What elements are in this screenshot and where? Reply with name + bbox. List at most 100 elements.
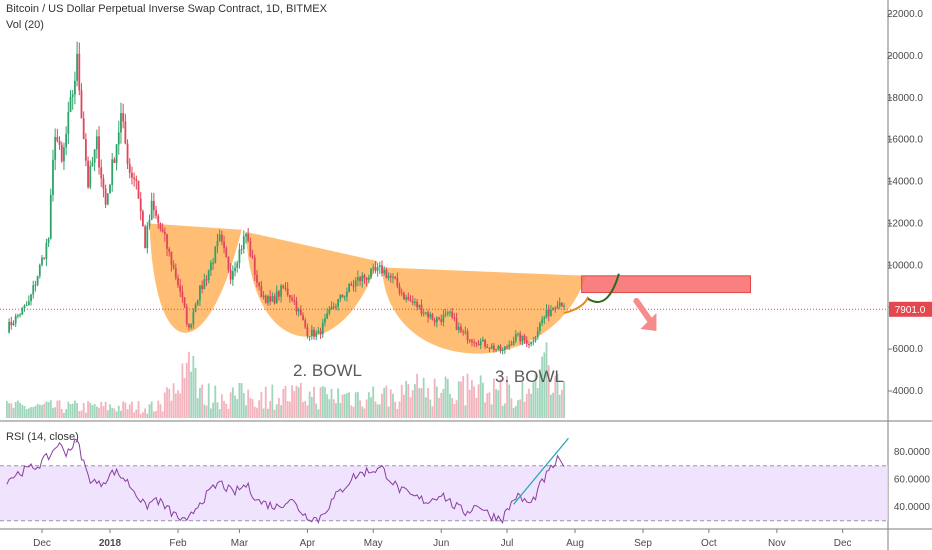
candle-body [80, 90, 83, 119]
handle-curve-green [587, 273, 620, 303]
candle-body [361, 275, 364, 281]
volume-bar [275, 404, 278, 418]
candle-body [376, 266, 379, 271]
candle-body [532, 340, 535, 343]
candle-body [210, 262, 212, 271]
candle-body [229, 269, 232, 280]
volume-bar [343, 394, 346, 418]
volume-bar [348, 392, 350, 418]
candle-body [223, 241, 225, 249]
candle-body [21, 308, 24, 315]
rsi-trendline [513, 437, 569, 505]
candle-body [273, 296, 276, 304]
volume-bar [560, 389, 563, 418]
volume-bar [536, 388, 539, 418]
volume-bar [288, 401, 291, 418]
candle-body [319, 331, 322, 335]
candle-body [142, 211, 144, 227]
candle-body [431, 314, 434, 320]
candle-body [400, 292, 403, 294]
volume-bar [174, 393, 177, 418]
time-tick-label: Jun [433, 538, 449, 549]
volume-bar [383, 388, 386, 418]
candle-body [139, 198, 142, 212]
volume-bar [220, 394, 223, 418]
volume-bar [442, 388, 445, 418]
candle-body [418, 304, 421, 308]
volume-bar [291, 385, 293, 418]
volume-bar [552, 392, 554, 418]
volume-bar [120, 410, 122, 418]
candle-body [306, 327, 309, 337]
volume-bar [539, 369, 541, 418]
candle-body [98, 136, 100, 168]
candle-body [488, 348, 491, 350]
candle-body [245, 234, 247, 237]
candle-body [409, 300, 412, 302]
candle-body [249, 240, 252, 257]
volume-bar [359, 400, 361, 418]
candle-body [453, 317, 456, 319]
time-tick-label: Nov [768, 538, 786, 549]
candle-body [205, 279, 208, 281]
candle-body [16, 315, 19, 317]
volume-bar [82, 402, 85, 418]
volume-bar [78, 411, 81, 418]
rsi-axis[interactable]: 80.0000 60.0000 40.0000 [894, 447, 931, 513]
candle-body [525, 340, 528, 345]
volume-bar [411, 389, 414, 418]
candle-body [25, 305, 28, 307]
candle-body [69, 97, 72, 113]
current-price-badge: 7901.0 [889, 301, 932, 317]
candle-body [510, 344, 513, 346]
candle-body [78, 53, 81, 91]
volume-bar [203, 404, 206, 418]
volume-bar [427, 388, 429, 418]
volume-bar [212, 402, 214, 418]
volume-bar [332, 399, 335, 418]
volume-bar [501, 405, 504, 418]
candle-body [212, 262, 214, 264]
volume-bar [302, 402, 304, 418]
candle-body [530, 342, 533, 345]
volume-bar [21, 404, 24, 418]
price-tick-label: 22000.0 [887, 9, 924, 20]
candle-body [394, 276, 397, 279]
candle-body [269, 296, 272, 302]
candle-body [71, 94, 74, 98]
candle-body [135, 179, 138, 181]
down-arrow-head [640, 312, 657, 331]
volume-bar [517, 400, 519, 418]
volume-bar [499, 379, 502, 418]
candle-body [536, 330, 539, 338]
volume-bar [341, 394, 344, 418]
volume-bar [170, 400, 173, 418]
candle-body [258, 282, 261, 287]
volume-bar [253, 406, 256, 418]
candle-body [455, 318, 458, 330]
candle-body [106, 193, 109, 205]
volume-bar [168, 388, 171, 418]
candle-body [308, 336, 311, 338]
volume-bar [155, 411, 157, 418]
candle-body [63, 147, 65, 162]
volume-bar [438, 397, 440, 418]
volume-bar [473, 386, 476, 418]
candle-body [128, 163, 131, 173]
candle-body [479, 341, 482, 346]
volume-bar [378, 404, 381, 418]
volume-bar [238, 382, 241, 418]
volume-bar [161, 411, 164, 418]
time-axis[interactable]: Dec 2018 Feb Mar Apr May Jun Jul Aug Sep Oct Nov Dec [33, 529, 852, 549]
volume-bar [91, 405, 94, 418]
volume-bar [131, 401, 133, 418]
volume-bar [299, 382, 302, 418]
candles [8, 41, 565, 355]
volume-bar [25, 409, 28, 418]
volume-bar [363, 408, 366, 418]
price-axis[interactable]: 22000.0 20000.0 18000.0 16000.0 14000.0 12000… [887, 9, 924, 397]
volume-bar [98, 407, 100, 418]
volume-bar [356, 391, 359, 418]
volume-bar [93, 404, 96, 418]
